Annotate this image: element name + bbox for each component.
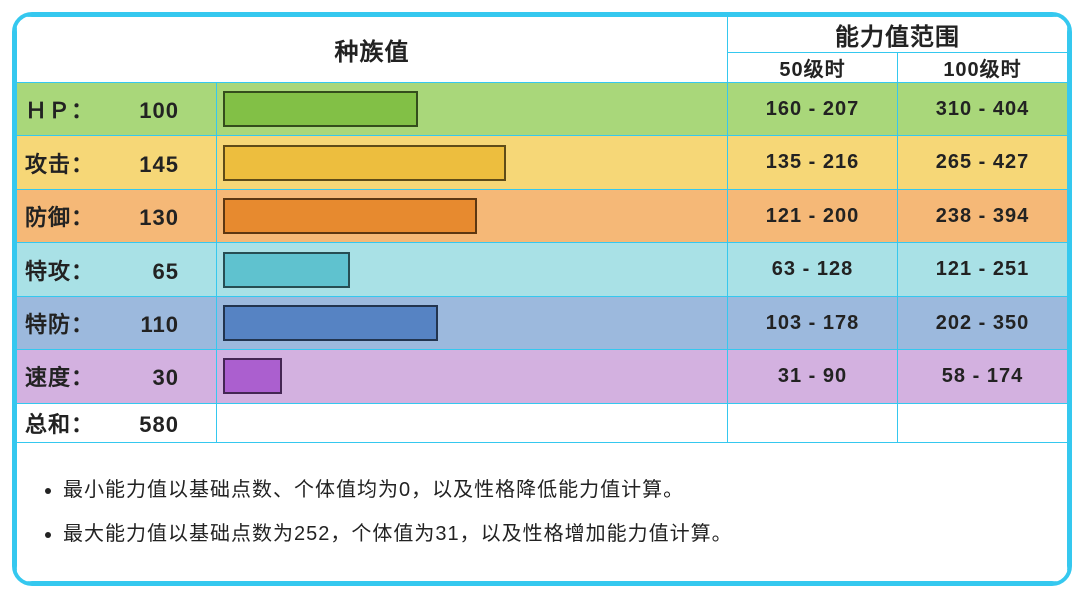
stat-value: 100 <box>109 98 179 124</box>
stat-value: 65 <box>109 259 179 285</box>
stat-label: 速度：30 <box>17 350 217 403</box>
stat-bar-cell <box>217 189 728 242</box>
stat-bar <box>223 145 506 181</box>
stat-range-lv100: 202 - 350 <box>898 296 1068 349</box>
stat-name: 速度： <box>25 360 109 392</box>
total-value: 580 <box>109 412 179 438</box>
stat-bar <box>223 91 418 127</box>
stat-label: 特攻：65 <box>17 243 217 296</box>
stat-range-lv100: 121 - 251 <box>898 243 1068 296</box>
stat-name: 攻击： <box>25 147 109 179</box>
stat-range-lv100: 310 - 404 <box>898 83 1068 136</box>
stat-label: 攻击：145 <box>17 136 217 189</box>
stat-row-spe: 速度：30 31 - 9058 - 174 <box>17 350 1068 403</box>
stat-bar <box>223 358 282 394</box>
stat-row-total: 总和：580 <box>17 403 1068 442</box>
header-base-stats: 种族值 <box>17 17 728 83</box>
header-lv50: 50级时 <box>728 53 898 83</box>
footnote-item: 最大能力值以基础点数为252，个体值为31，以及性格增加能力值计算。 <box>63 512 1041 556</box>
stat-bar-cell <box>217 296 728 349</box>
stat-row-spd: 特防：110 103 - 178202 - 350 <box>17 296 1068 349</box>
stat-label: ＨＰ：100 <box>17 83 217 136</box>
stat-bar <box>223 198 477 234</box>
stat-value: 145 <box>109 152 179 178</box>
stat-label: 特防：110 <box>17 296 217 349</box>
stat-range-lv50: 63 - 128 <box>728 243 898 296</box>
stat-range-lv50: 31 - 90 <box>728 350 898 403</box>
total-label: 总和：580 <box>17 403 217 442</box>
stat-range-lv100: 238 - 394 <box>898 189 1068 242</box>
stat-value: 130 <box>109 205 179 231</box>
stat-name: ＨＰ： <box>25 93 109 125</box>
stat-name: 特防： <box>25 307 109 339</box>
total-bar-cell <box>217 403 728 442</box>
stat-row-def: 防御：130 121 - 200238 - 394 <box>17 189 1068 242</box>
stat-bar-cell <box>217 350 728 403</box>
stat-name: 防御： <box>25 200 109 232</box>
stats-table-container: 种族值 能力值范围 50级时 100级时 ＨＰ：100 160 - 207310 … <box>12 12 1072 586</box>
footnotes-row: 最小能力值以基础点数、个体值均为0，以及性格降低能力值计算。最大能力值以基础点数… <box>17 442 1068 581</box>
stat-range-lv100: 265 - 427 <box>898 136 1068 189</box>
stat-bar <box>223 305 438 341</box>
stat-range-lv50: 160 - 207 <box>728 83 898 136</box>
footnotes-cell: 最小能力值以基础点数、个体值均为0，以及性格降低能力值计算。最大能力值以基础点数… <box>17 442 1068 581</box>
stat-label: 防御：130 <box>17 189 217 242</box>
stat-bar-cell <box>217 243 728 296</box>
stat-range-lv50: 121 - 200 <box>728 189 898 242</box>
stat-bar-cell <box>217 136 728 189</box>
total-name: 总和： <box>25 407 109 439</box>
total-range-lv50 <box>728 403 898 442</box>
stat-value: 110 <box>109 312 179 338</box>
stat-range-lv100: 58 - 174 <box>898 350 1068 403</box>
stat-range-lv50: 103 - 178 <box>728 296 898 349</box>
stat-range-lv50: 135 - 216 <box>728 136 898 189</box>
header-range: 能力值范围 <box>728 17 1068 53</box>
footnote-item: 最小能力值以基础点数、个体值均为0，以及性格降低能力值计算。 <box>63 468 1041 512</box>
stat-name: 特攻： <box>25 254 109 286</box>
stats-table: 种族值 能力值范围 50级时 100级时 ＨＰ：100 160 - 207310 … <box>16 16 1068 582</box>
total-range-lv100 <box>898 403 1068 442</box>
stat-row-atk: 攻击：145 135 - 216265 - 427 <box>17 136 1068 189</box>
stat-row-hp: ＨＰ：100 160 - 207310 - 404 <box>17 83 1068 136</box>
stat-row-spa: 特攻：65 63 - 128121 - 251 <box>17 243 1068 296</box>
stat-bar <box>223 252 350 288</box>
header-lv100: 100级时 <box>898 53 1068 83</box>
stat-bar-cell <box>217 83 728 136</box>
stat-value: 30 <box>109 365 179 391</box>
